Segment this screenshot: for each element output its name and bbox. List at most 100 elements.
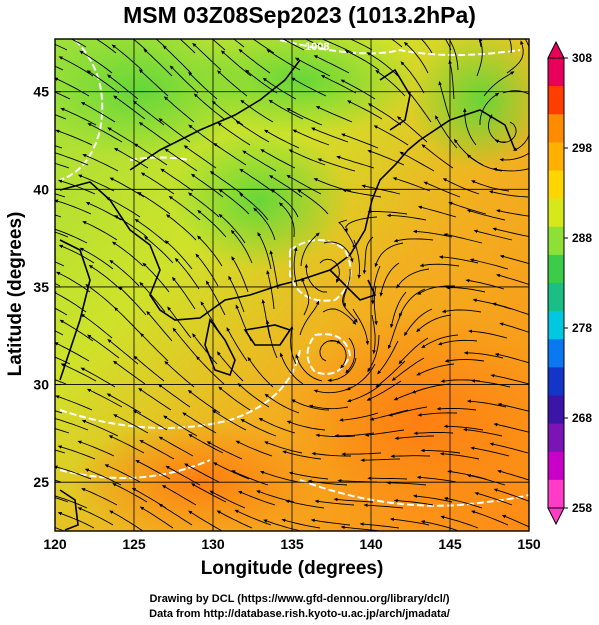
- wind-streamline: [114, 215, 148, 238]
- wind-streamline: [399, 151, 435, 172]
- x-tick-label: 125: [122, 536, 146, 552]
- colorbar-frame: [547, 57, 565, 509]
- wind-streamline: [396, 268, 430, 289]
- wind-streamline: [463, 351, 504, 359]
- wind-streamline: [231, 470, 269, 486]
- colorbar-tick-label: 268: [572, 411, 592, 425]
- wind-streamline: [114, 307, 143, 336]
- wind-streamline: [55, 410, 63, 414]
- wind-streamline: [463, 107, 477, 146]
- wind-streamline: [416, 314, 452, 333]
- wind-streamline: [143, 236, 174, 264]
- wind-streamline: [466, 474, 506, 486]
- wind-streamline: [55, 428, 70, 434]
- wind-streamline: [295, 353, 323, 382]
- wind-streamline: [333, 497, 374, 503]
- wind-streamline: [367, 103, 402, 126]
- wind-streamline: [138, 121, 172, 146]
- wind-streamline: [346, 100, 383, 120]
- wind-streamline: [266, 49, 301, 71]
- wind-streamline: [379, 262, 400, 297]
- wind-streamline: [88, 264, 121, 290]
- wind-streamline: [299, 300, 320, 336]
- wind-streamline: [235, 440, 273, 457]
- wind-streamline: [361, 184, 401, 195]
- y-axis-label: Latitude (degrees): [5, 211, 26, 377]
- colorbar-segment: [548, 339, 564, 368]
- wind-streamline: [55, 356, 71, 365]
- wind-streamline: [265, 319, 278, 359]
- wind-streamline: [377, 340, 399, 375]
- wind-streamline: [109, 259, 140, 287]
- wind-streamline: [392, 177, 431, 192]
- wind-streamline: [77, 507, 114, 526]
- wind-streamline: [435, 115, 458, 149]
- wind-streamline: [423, 181, 461, 198]
- wind-streamline: [95, 39, 117, 54]
- wind-streamline: [111, 44, 143, 71]
- wind-streamline: [340, 79, 376, 100]
- wind-streamline: [407, 90, 432, 123]
- wind-streamline: [308, 404, 349, 410]
- wind-streamline: [57, 179, 96, 195]
- wind-streamline: [79, 50, 113, 74]
- wind-streamline: [285, 499, 325, 509]
- wind-streamline: [492, 167, 529, 172]
- wind-streamline: [112, 483, 148, 503]
- wind-streamline: [533, 99, 541, 134]
- isobar-lines: [59, 39, 529, 507]
- wind-streamline: [107, 338, 139, 365]
- wind-streamline: [268, 175, 303, 198]
- wind-streamline: [360, 458, 401, 462]
- wind-streamline: [82, 154, 119, 172]
- wind-streamline: [304, 263, 328, 293]
- colorbar-segment: [548, 86, 564, 115]
- wind-streamline: [374, 242, 404, 268]
- wind-streamline: [135, 459, 171, 480]
- x-tick-label: 135: [280, 536, 304, 552]
- wind-streamline: [288, 471, 329, 480]
- wind-streamline: [390, 454, 431, 458]
- wind-streamline: [81, 419, 119, 437]
- wind-streamline: [282, 39, 305, 51]
- colorbar-segment: [548, 58, 564, 87]
- wind-streamline: [55, 291, 87, 313]
- colorbar-segment: [548, 142, 564, 171]
- wind-streamline: [404, 308, 433, 337]
- wind-streamline: [193, 93, 225, 120]
- wind-streamline: [230, 229, 253, 264]
- wind-streamline: [57, 445, 96, 460]
- colorbar-segment: [548, 254, 564, 284]
- wind-streamline: [55, 65, 64, 71]
- wind-streamline: [79, 247, 114, 270]
- wind-streamline: [474, 491, 513, 506]
- wind-streamline: [77, 174, 115, 192]
- wind-streamline: [55, 129, 93, 146]
- colorbar-segment: [548, 170, 564, 200]
- wind-streamline: [323, 241, 354, 263]
- wind-streamline: [106, 393, 142, 414]
- wind-streamline: [169, 65, 199, 94]
- wind-streamline: [197, 235, 223, 267]
- wind-streamline: [87, 334, 120, 359]
- wind-streamline: [206, 441, 243, 460]
- warm-region: [70, 420, 330, 531]
- wind-streamline: [238, 48, 271, 74]
- wind-streamline: [488, 114, 507, 143]
- wind-streamline: [322, 308, 357, 325]
- wind-streamline: [398, 337, 429, 365]
- wind-streamline: [55, 307, 68, 316]
- wind-streamline: [344, 50, 380, 71]
- wind-streamline: [182, 412, 217, 434]
- wind-streamline: [292, 129, 330, 146]
- wind-streamline: [155, 39, 166, 48]
- wind-streamline: [364, 429, 405, 437]
- wind-streamline: [171, 276, 196, 310]
- wind-streamline: [240, 418, 277, 437]
- wind-streamline: [77, 440, 115, 457]
- wind-streamline: [228, 275, 245, 313]
- wind-streamline: [113, 95, 146, 120]
- wind-streamline: [165, 214, 197, 241]
- coastline: [59, 59, 516, 531]
- wind-streamline: [55, 342, 90, 362]
